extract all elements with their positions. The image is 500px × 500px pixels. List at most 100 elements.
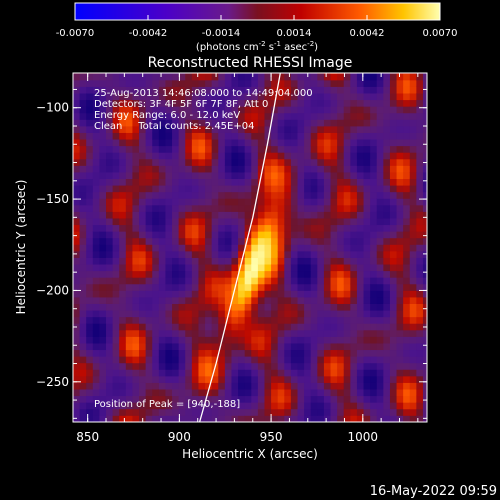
heatmap-cell [211,79,219,87]
heatmap-cell [119,283,127,291]
heatmap-cell [363,329,371,337]
heatmap-cell [238,86,246,94]
heatmap-cell [198,139,206,147]
heatmap-cell [178,224,186,232]
heatmap-cell [310,224,318,232]
heatmap-cell [205,145,213,153]
heatmap-cell [99,145,107,153]
heatmap-cell [244,310,252,318]
heatmap-cell [284,93,292,101]
heatmap-cell [198,389,206,397]
heatmap-cell [356,139,364,147]
heatmap-cell [277,158,285,166]
heatmap-cell [264,198,272,206]
heatmap-cell [178,191,186,199]
heatmap-cell [224,132,232,140]
heatmap-cell [211,369,219,377]
heatmap-cell [396,178,404,186]
heatmap-cell [363,86,371,94]
heatmap-cell [112,323,120,331]
heatmap-cell [323,382,331,390]
heatmap-cell [310,139,318,147]
heatmap-cell [422,375,427,383]
heatmap-cell [277,323,285,331]
x-tick-label: 900 [168,430,191,444]
heatmap-cell [231,93,239,101]
heatmap-cell [92,297,100,304]
heatmap-cell [231,389,239,397]
colorbar-tick-label: -0.0042 [129,28,168,39]
heatmap-cell [218,231,226,239]
heatmap-cell [231,86,239,94]
heatmap-cell [224,316,232,324]
heatmap-cell [125,152,133,160]
heatmap-cell [86,415,94,422]
heatmap-cell [224,375,232,383]
heatmap-cell [152,303,160,311]
heatmap-cell [198,329,206,337]
heatmap-cell [271,106,279,114]
heatmap-cell [191,145,199,153]
heatmap-cell [205,277,213,285]
heatmap-cell [178,257,186,265]
heatmap-cell [277,99,285,107]
heatmap-cell [79,204,87,212]
heatmap-cell [383,86,391,94]
heatmap-cell [79,316,87,324]
heatmap-cell [178,250,186,258]
heatmap-cell [185,349,193,357]
heatmap-cell [165,297,173,304]
heatmap-cell [119,106,127,114]
heatmap-cell [172,402,180,410]
heatmap-cell [297,119,305,127]
heatmap-cell [310,382,318,390]
heatmap-cell [86,362,94,370]
heatmap-cell [370,191,378,199]
heatmap-cell [396,297,404,304]
heatmap-cell [343,112,351,120]
heatmap-cell [145,99,153,107]
heatmap-cell [343,158,351,166]
heatmap-cell [383,119,391,127]
heatmap-cell [284,99,292,107]
chart-title: Reconstructed RHESSI Image [148,55,353,71]
heatmap-cell [224,244,232,252]
heatmap-cell [238,99,246,107]
heatmap-cell [251,343,259,351]
heatmap-cell [363,152,371,160]
heatmap-cell [172,408,180,416]
heatmap-cell [310,356,318,364]
heatmap-cell [323,277,331,285]
heatmap-cell [343,316,351,324]
heatmap-cell [396,369,404,377]
heatmap-cell [370,329,378,337]
heatmap-cell [139,158,147,166]
heatmap-cell [139,303,147,311]
heatmap-cell [396,415,404,422]
heatmap-cell [323,99,331,107]
heatmap-cell [389,329,397,337]
heatmap-cell [132,145,140,153]
heatmap-cell [422,297,427,304]
heatmap-cell [86,73,94,81]
heatmap-cell [224,329,232,337]
heatmap-cell [172,165,180,173]
heatmap-cell [198,244,206,252]
heatmap-cell [422,93,427,101]
heatmap-cell [99,415,107,422]
heatmap-cell [132,349,140,357]
heatmap-cell [152,343,160,351]
heatmap-cell [139,270,147,278]
heatmap-cell [422,106,427,114]
heatmap-cell [257,224,265,232]
heatmap-cell [112,356,120,364]
heatmap-cell [139,224,147,232]
heatmap-cell [416,408,424,416]
heatmap-cell [422,132,427,140]
heatmap-cell [396,172,404,180]
heatmap-cell [112,79,120,87]
heatmap-cell [132,93,140,101]
heatmap-cell [211,119,219,127]
heatmap-cell [125,119,133,127]
heatmap-cell [416,349,424,357]
